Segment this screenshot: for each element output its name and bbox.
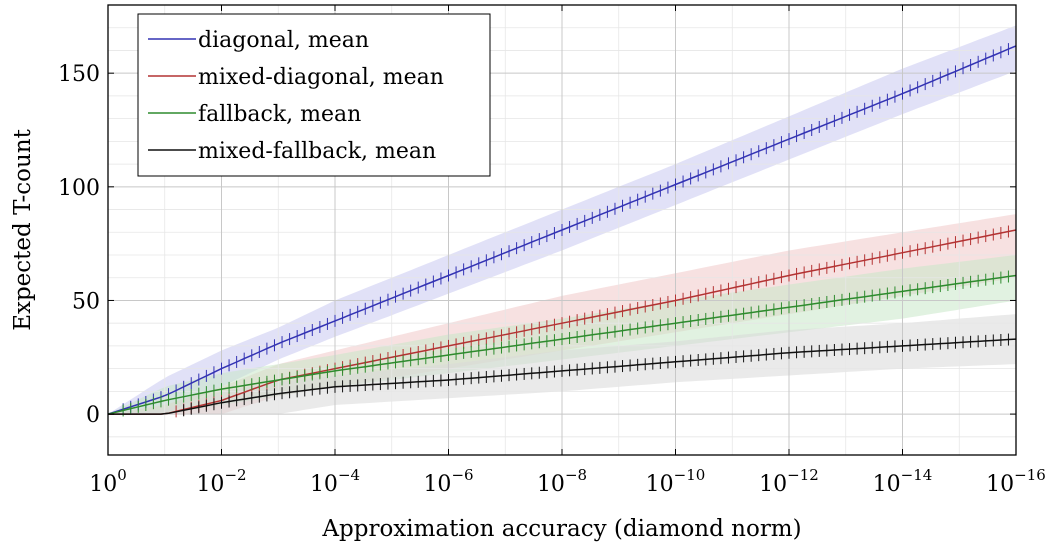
x-tick-base: 10	[89, 472, 117, 497]
x-tick-exponent: −10	[674, 466, 706, 484]
x-tick-label: 10−2	[196, 466, 246, 497]
y-tick-label: 150	[58, 62, 100, 87]
error-bars-0	[122, 39, 1017, 416]
x-tick-exponent: −2	[224, 466, 246, 484]
x-tick-label: 10−4	[310, 466, 360, 497]
x-tick-label: 10−10	[646, 466, 706, 497]
y-tick-label: 0	[86, 403, 100, 428]
x-tick-label: 10−8	[537, 466, 587, 497]
x-tick-base: 10	[986, 472, 1014, 497]
x-tick-base: 10	[196, 472, 224, 497]
x-tick-base: 10	[646, 472, 674, 497]
y-axis-label: Expected T-count	[10, 128, 36, 330]
x-tick-label: 10−14	[873, 466, 933, 497]
legend-entry: diagonal, mean	[198, 28, 369, 53]
x-tick-exponent: −4	[338, 466, 360, 484]
legend-box	[137, 13, 491, 177]
x-tick-exponent: −6	[451, 466, 473, 484]
x-tick-exponent: −16	[1014, 466, 1046, 484]
legend-entry: fallback, mean	[198, 102, 361, 127]
x-tick-label: 10−16	[986, 466, 1046, 497]
x-tick-exponent: −14	[901, 466, 933, 484]
x-tick-base: 10	[423, 472, 451, 497]
x-tick-exponent: 0	[117, 466, 127, 484]
x-tick-base: 10	[310, 472, 338, 497]
x-tick-base: 10	[759, 472, 787, 497]
x-tick-base: 10	[537, 472, 565, 497]
legend-entry: mixed-diagonal, mean	[198, 65, 444, 90]
x-axis-label: Approximation accuracy (diamond norm)	[321, 516, 801, 542]
x-tick-base: 10	[873, 472, 901, 497]
error-bars-2	[122, 269, 1017, 417]
x-tick-label: 100	[89, 466, 127, 497]
y-tick-labels: 0 50 100 150	[58, 62, 100, 428]
y-tick-label: 100	[58, 176, 100, 201]
legend-entry: mixed-fallback, mean	[198, 139, 436, 164]
y-tick-label: 50	[72, 289, 100, 314]
legend: diagonal, mean mixed-diagonal, mean fallba…	[137, 13, 491, 177]
series-lines	[107, 39, 1017, 418]
axis-ticks	[107, 5, 1017, 455]
x-tick-label: 10−6	[423, 466, 473, 497]
x-tick-exponent: −8	[565, 466, 587, 484]
x-tick-label: 10−12	[759, 466, 819, 497]
error-bars-3	[183, 333, 1017, 417]
x-tick-exponent: −12	[787, 466, 819, 484]
x-tick-labels: 100 10−2 10−4 10−6 10−8 10−10 10−12 10−14 10−16	[89, 466, 1046, 497]
